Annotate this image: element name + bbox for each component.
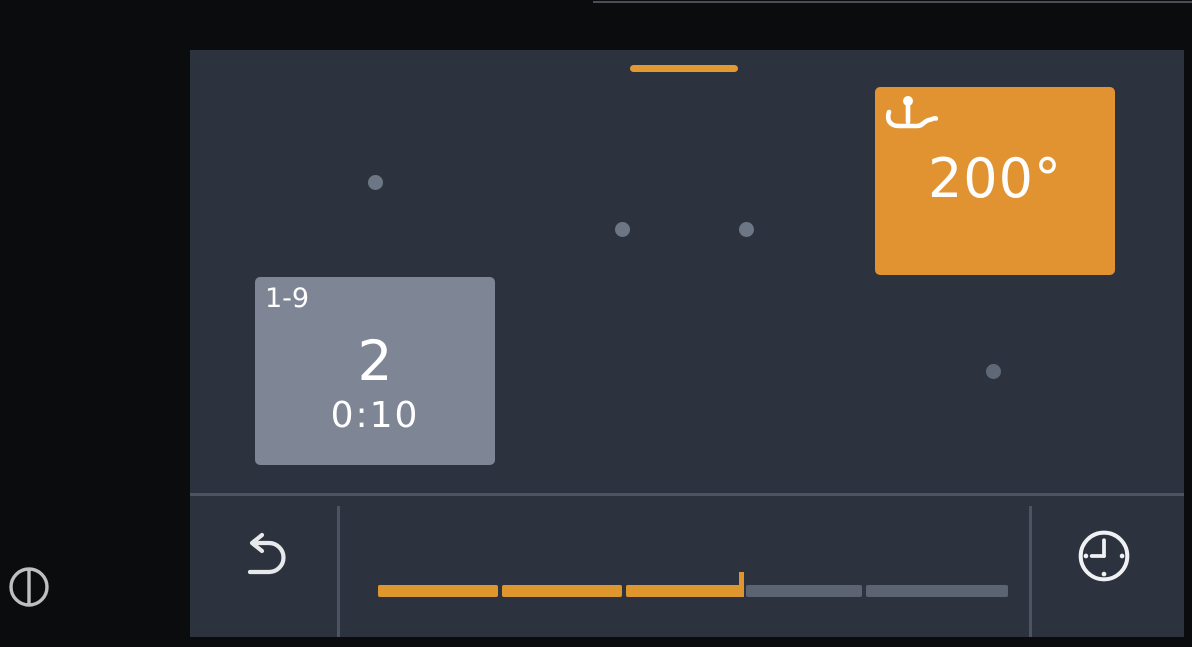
meat-probe-icon bbox=[884, 94, 938, 134]
program-duration-value: 0:10 bbox=[330, 395, 420, 436]
power-button[interactable] bbox=[6, 564, 52, 610]
back-button[interactable] bbox=[220, 516, 310, 596]
display-panel: 200° 1-9 2 0:10 140 160 bbox=[190, 50, 1184, 637]
scale-bar-segment bbox=[378, 585, 498, 597]
power-icon bbox=[6, 564, 52, 610]
temperature-tile[interactable]: 200° bbox=[875, 87, 1115, 275]
decor-dot bbox=[615, 222, 630, 237]
program-tile[interactable]: 1-9 2 0:10 bbox=[255, 277, 495, 465]
clock-icon bbox=[1076, 528, 1132, 584]
decor-dot bbox=[739, 222, 754, 237]
scale-bar-segment bbox=[866, 585, 1008, 597]
program-range-label: 1-9 bbox=[265, 283, 310, 314]
temperature-scale[interactable]: 140 160 180 200 220 230 bbox=[340, 493, 1029, 637]
scale-bar-segment bbox=[746, 585, 862, 597]
footer-divider bbox=[190, 493, 1184, 496]
temperature-tile-value: 200° bbox=[927, 147, 1063, 210]
footer-divider-right bbox=[1029, 506, 1032, 637]
timer-button[interactable] bbox=[1068, 516, 1140, 596]
decor-dot bbox=[368, 175, 383, 190]
back-arrow-icon bbox=[234, 531, 296, 581]
decor-dot bbox=[986, 364, 1001, 379]
scale-bar-segment bbox=[626, 585, 742, 597]
footer-divider-left bbox=[337, 506, 340, 637]
program-level-value: 2 bbox=[357, 329, 393, 393]
active-tab-indicator bbox=[630, 65, 738, 72]
scale-selected-tick bbox=[739, 572, 744, 597]
bezel-edge-line bbox=[593, 1, 1192, 3]
scale-bar-segment bbox=[502, 585, 622, 597]
